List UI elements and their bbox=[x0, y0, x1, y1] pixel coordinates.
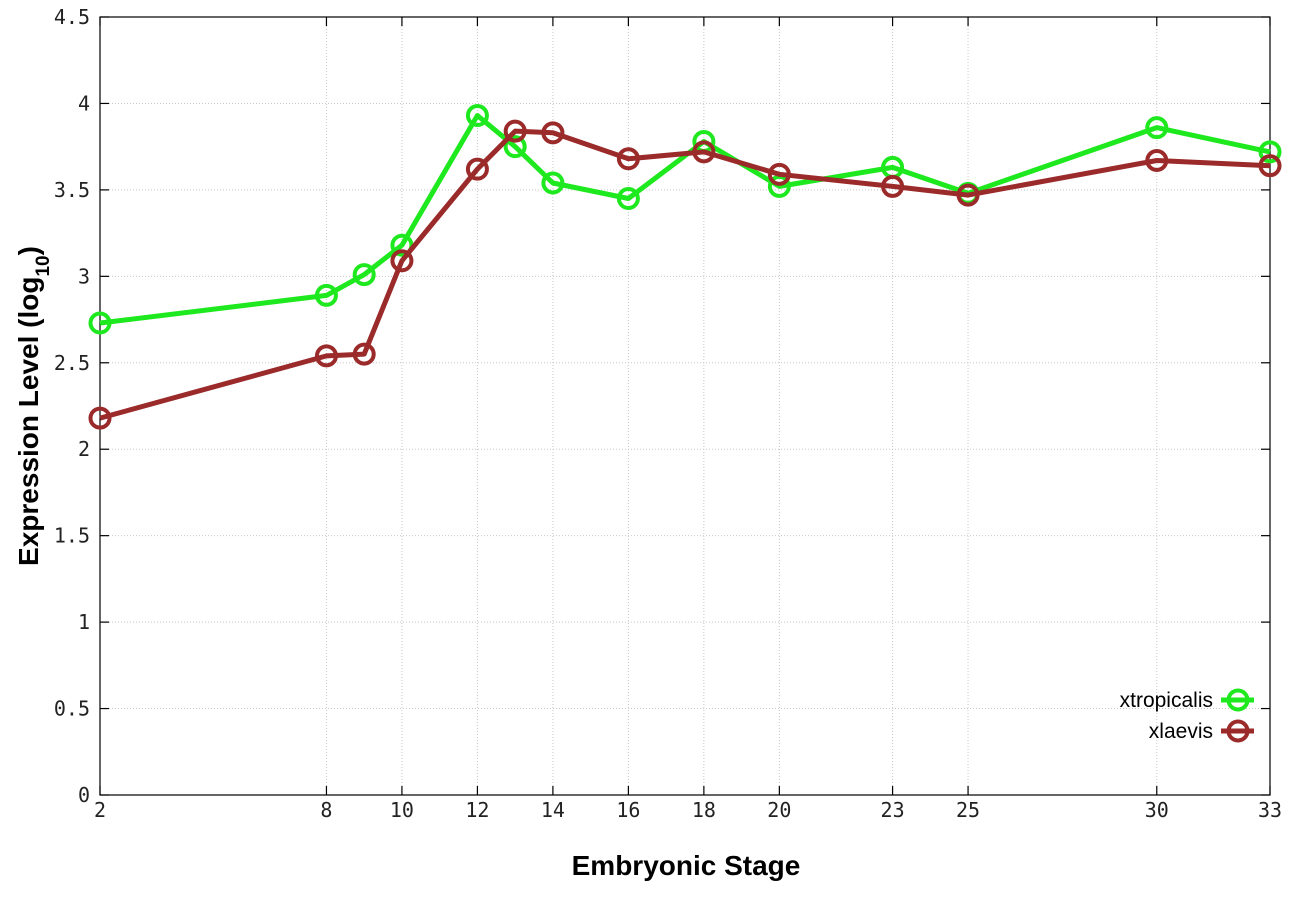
grid-lines bbox=[100, 17, 1270, 795]
data-point-xtropicalis bbox=[541, 171, 565, 195]
data-point-xlaevis bbox=[956, 183, 980, 207]
y-tick-label: 3 bbox=[78, 264, 90, 288]
data-point-xlaevis bbox=[616, 147, 640, 171]
data-point-xlaevis bbox=[503, 119, 527, 143]
y-tick-label: 2.5 bbox=[54, 351, 90, 375]
data-point-xtropicalis bbox=[465, 104, 489, 128]
data-point-xlaevis bbox=[465, 157, 489, 181]
data-point-xlaevis bbox=[541, 121, 565, 145]
data-point-xtropicalis bbox=[616, 187, 640, 211]
series-xlaevis bbox=[88, 119, 1282, 430]
series-line-xtropicalis bbox=[99, 113, 1271, 326]
y-tick-label: 4 bbox=[78, 91, 90, 115]
data-point-xtropicalis bbox=[1145, 116, 1169, 140]
x-tick-label: 16 bbox=[616, 798, 640, 822]
axis-ticks: 0 0.5 1 1.5 2 2.5 3 3.5 4 4.5 2 8 10 12 14 16 18 20 23 25 30… bbox=[54, 5, 1282, 822]
data-point-xtropicalis bbox=[767, 174, 791, 198]
data-point-xlaevis bbox=[881, 174, 905, 198]
x-axis-title: Embryonic Stage bbox=[572, 850, 801, 881]
series-group bbox=[88, 104, 1282, 430]
y-tick-label: 2 bbox=[78, 437, 90, 461]
legend: xtropicalis xlaevis bbox=[1120, 688, 1254, 743]
x-tick-label: 10 bbox=[390, 798, 414, 822]
legend-label-xlaevis: xlaevis bbox=[1149, 720, 1213, 743]
legend-label-xtropicalis: xtropicalis bbox=[1120, 689, 1213, 712]
series-xtropicalis bbox=[88, 104, 1282, 335]
data-point-xlaevis bbox=[692, 140, 716, 164]
data-point-xlaevis bbox=[767, 162, 791, 186]
data-point-xtropicalis bbox=[352, 263, 376, 287]
x-tick-label: 8 bbox=[320, 798, 332, 822]
data-point-xtropicalis bbox=[503, 135, 527, 159]
x-tick-label: 2 bbox=[94, 798, 106, 822]
y-axis-title-close: ) bbox=[13, 246, 44, 255]
y-axis-title-main: Expression Level (log bbox=[13, 277, 44, 566]
y-tick-label: 0.5 bbox=[54, 697, 90, 721]
x-tick-label: 30 bbox=[1145, 798, 1169, 822]
data-point-xlaevis bbox=[390, 249, 414, 273]
series-line-xlaevis bbox=[99, 128, 1271, 421]
data-point-xtropicalis bbox=[1258, 140, 1282, 164]
x-tick-label: 14 bbox=[541, 798, 565, 822]
y-tick-label: 0 bbox=[78, 783, 90, 807]
data-point-xtropicalis bbox=[88, 311, 112, 335]
data-point-xlaevis bbox=[352, 342, 376, 366]
x-tick-label: 23 bbox=[881, 798, 905, 822]
legend-marker-xtropicalis bbox=[1226, 688, 1250, 712]
y-tick-label: 1.5 bbox=[54, 524, 90, 548]
y-axis-title: Expression Level (log10) bbox=[13, 246, 54, 566]
y-tick-label: 3.5 bbox=[54, 178, 90, 202]
data-point-xlaevis bbox=[1145, 148, 1169, 172]
x-tick-label: 25 bbox=[956, 798, 980, 822]
x-tick-label: 20 bbox=[767, 798, 791, 822]
data-point-xtropicalis bbox=[390, 233, 414, 257]
x-tick-label: 12 bbox=[465, 798, 489, 822]
legend-marker-xlaevis bbox=[1226, 719, 1250, 743]
data-point-xlaevis bbox=[1258, 154, 1282, 178]
y-tick-label: 4.5 bbox=[54, 5, 90, 29]
y-axis-title-subscript: 10 bbox=[33, 255, 54, 276]
x-tick-label: 18 bbox=[692, 798, 716, 822]
y-tick-label: 1 bbox=[78, 610, 90, 634]
data-point-xlaevis bbox=[88, 406, 112, 430]
plot-frame bbox=[99, 16, 1271, 796]
data-point-xlaevis bbox=[314, 344, 338, 368]
x-tick-label: 33 bbox=[1258, 798, 1282, 822]
data-point-xtropicalis bbox=[314, 283, 338, 307]
